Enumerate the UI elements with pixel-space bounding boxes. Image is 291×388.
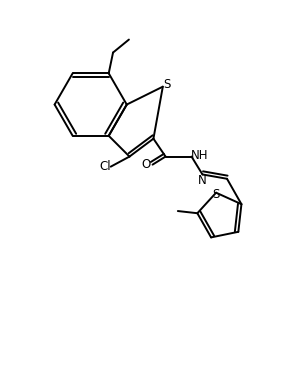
Text: NH: NH (191, 149, 208, 162)
Text: N: N (198, 174, 207, 187)
Text: O: O (142, 158, 151, 171)
Text: S: S (212, 188, 220, 201)
Text: Cl: Cl (99, 160, 111, 173)
Text: S: S (164, 78, 171, 91)
